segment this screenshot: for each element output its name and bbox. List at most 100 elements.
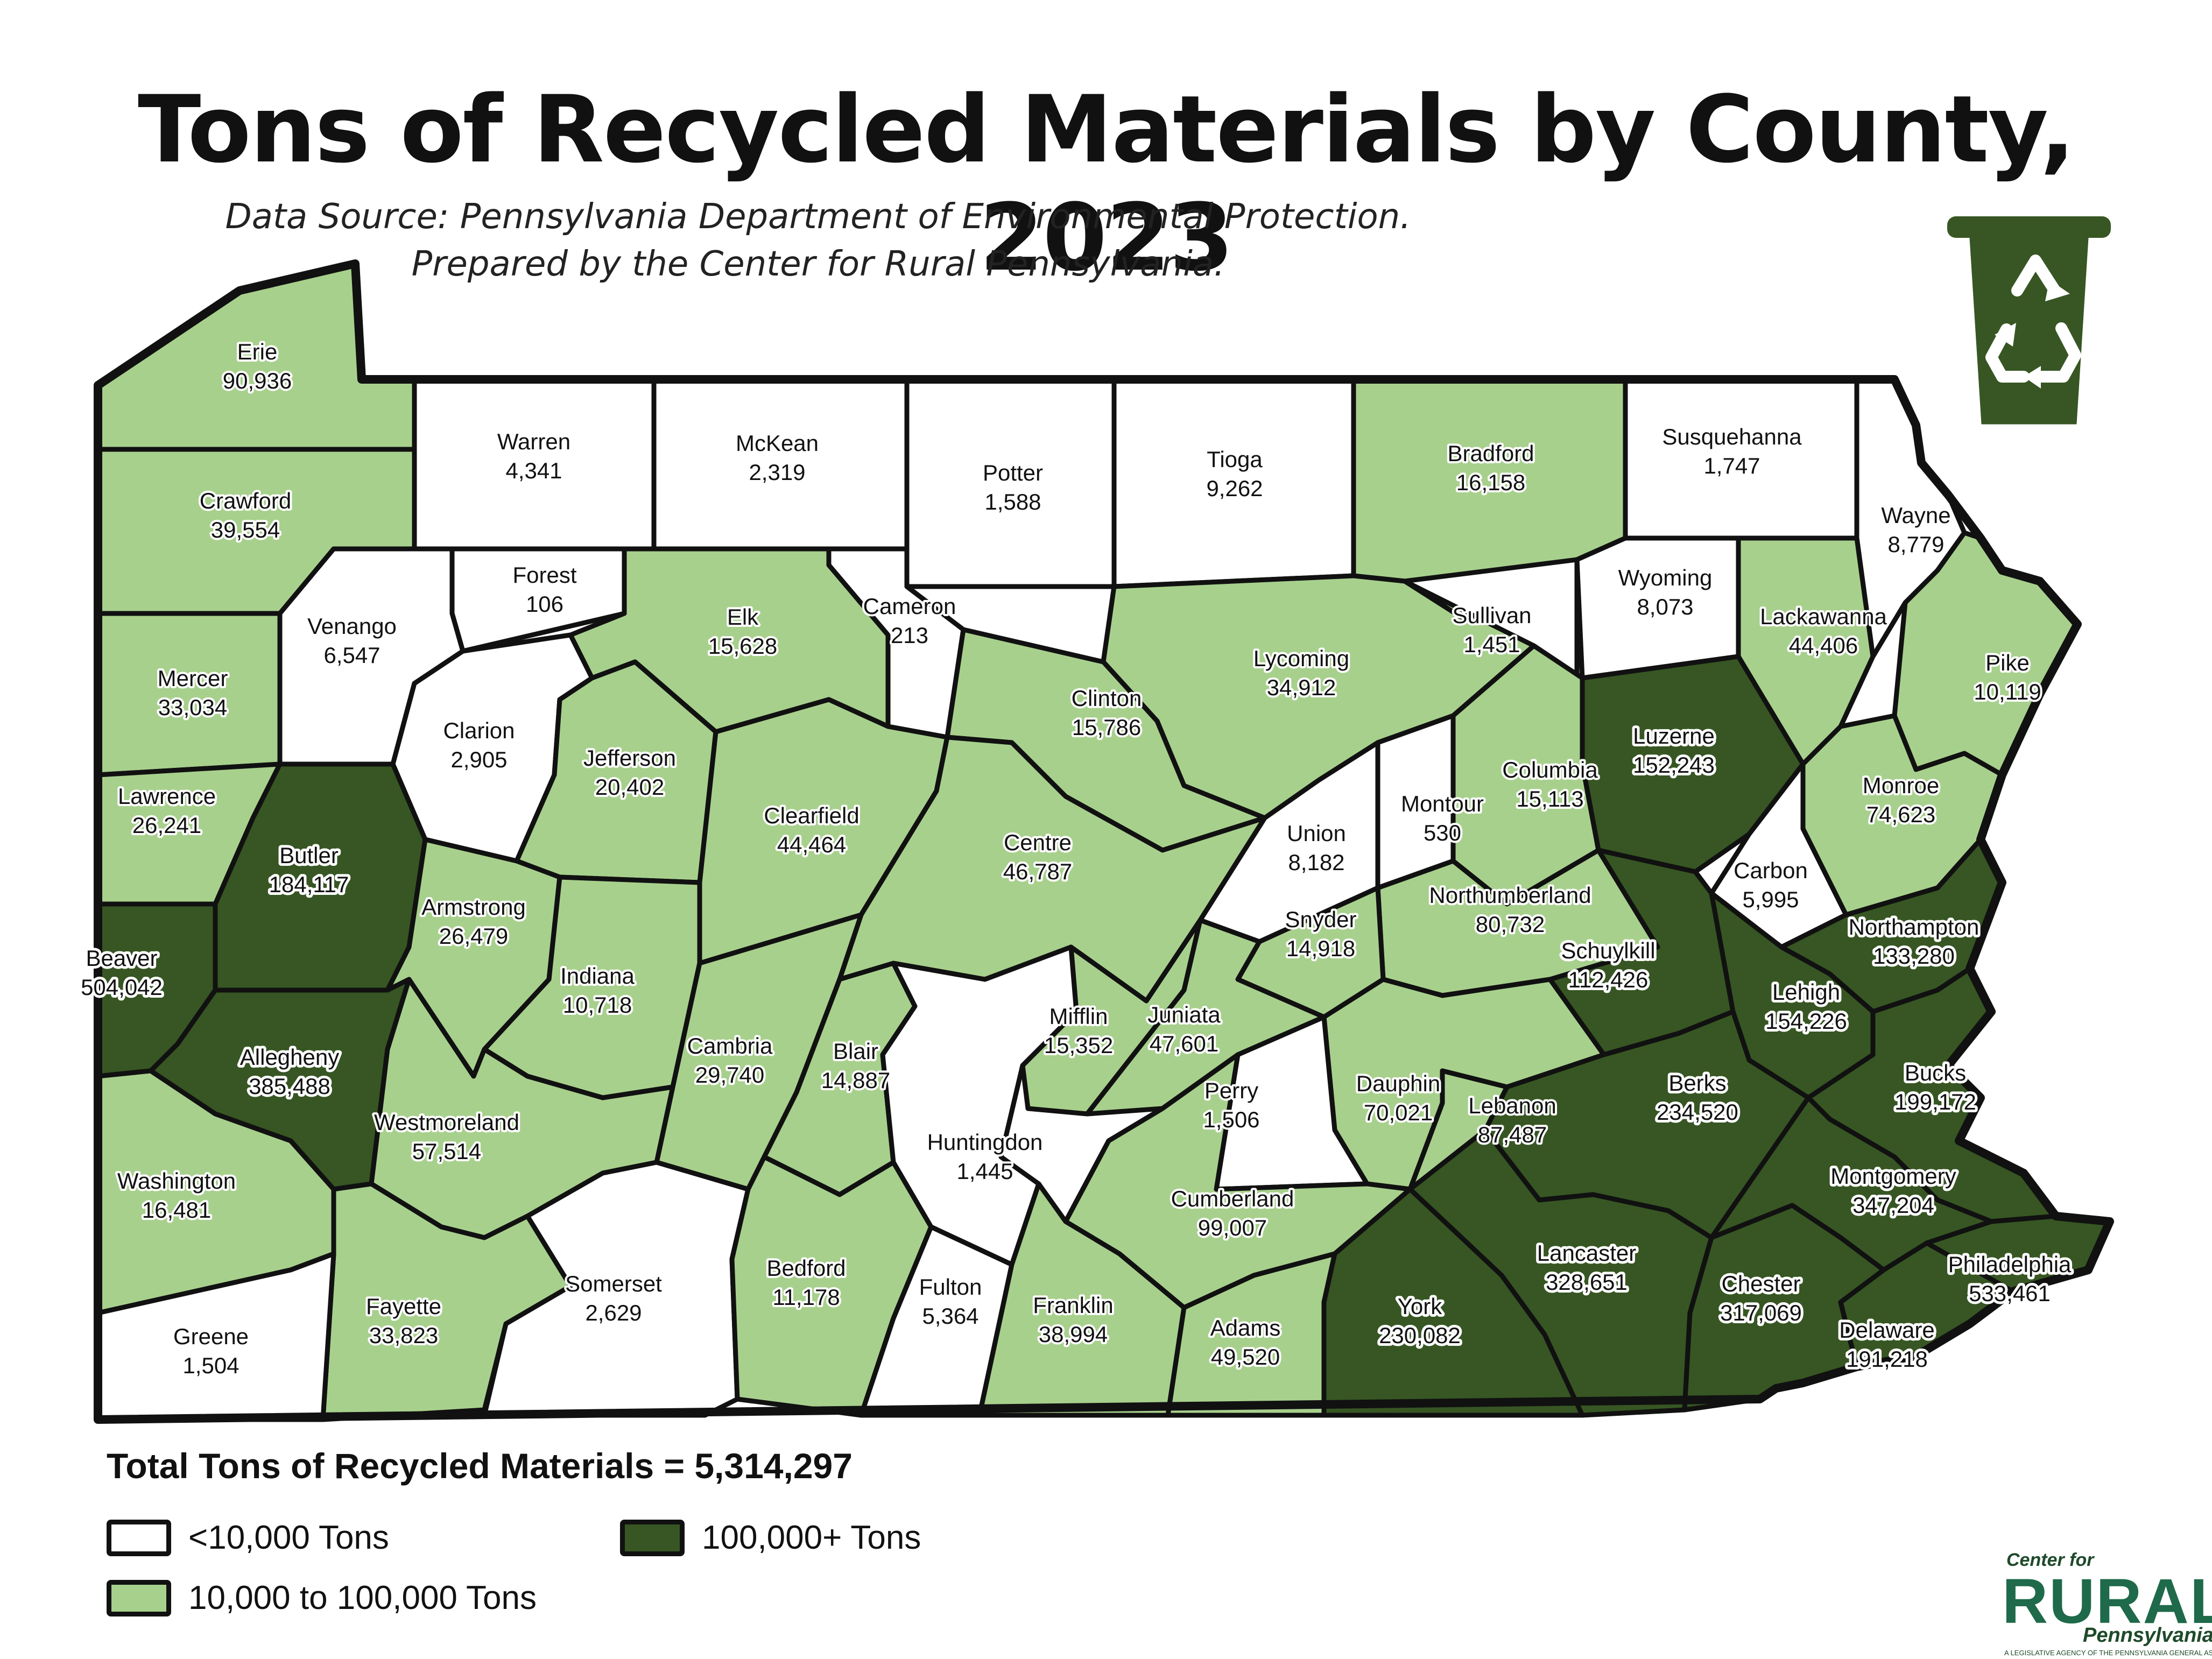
county-value-erie: 90,936 xyxy=(223,368,292,393)
county-value-cambria: 29,740 xyxy=(695,1062,764,1088)
county-name-lehigh: Lehigh xyxy=(1772,979,1840,1005)
county-name-bucks: Bucks xyxy=(1905,1060,1966,1085)
logo-tagline: A LEGISLATIVE AGENCY OF THE PENNSYLVANIA… xyxy=(2004,1649,2212,1657)
legend-swatch-mid xyxy=(107,1579,171,1616)
county-name-york: York xyxy=(1398,1294,1443,1319)
county-value-lehigh: 154,226 xyxy=(1765,1008,1847,1034)
county-value-lycoming: 34,912 xyxy=(1267,675,1336,700)
county-value-cameron: 213 xyxy=(891,623,928,648)
county-name-cumberland: Cumberland xyxy=(1171,1186,1294,1211)
logo-line-2: RURAL xyxy=(2002,1566,2212,1637)
county-value-franklin: 38,994 xyxy=(1039,1322,1108,1347)
county-value-clinton: 15,786 xyxy=(1072,715,1141,740)
county-value-clarion: 2,905 xyxy=(450,747,507,772)
county-name-clearfield: Clearfield xyxy=(764,803,859,828)
county-name-jefferson: Jefferson xyxy=(583,745,676,771)
legend-label-low: <10,000 Tons xyxy=(188,1519,389,1556)
county-value-pike: 10,119 xyxy=(1974,679,2041,704)
county-name-elk: Elk xyxy=(727,604,759,630)
county-value-lackawanna: 44,406 xyxy=(1789,633,1858,658)
county-value-westmoreland: 57,514 xyxy=(412,1139,481,1164)
county-name-union: Union xyxy=(1287,821,1346,846)
county-value-huntingdon: 1,445 xyxy=(956,1159,1013,1184)
county-value-indiana: 10,718 xyxy=(563,992,632,1018)
county-name-mercer: Mercer xyxy=(158,666,228,691)
county-name-pike: Pike xyxy=(1985,650,2030,675)
county-name-schuylkill: Schuylkill xyxy=(1561,938,1655,963)
county-value-adams: 49,520 xyxy=(1211,1344,1280,1369)
county-value-armstrong: 26,479 xyxy=(439,923,508,949)
county-value-bradford: 16,158 xyxy=(1456,470,1525,495)
legend-label-high: 100,000+ Tons xyxy=(702,1519,921,1556)
county-name-allegheny: Allegheny xyxy=(240,1044,339,1070)
county-value-washington: 16,481 xyxy=(142,1197,211,1223)
county-value-mckean: 2,319 xyxy=(749,460,805,485)
county-value-bedford: 11,178 xyxy=(772,1284,840,1310)
county-mercer xyxy=(95,611,283,778)
county-name-forest: Forest xyxy=(512,562,576,588)
county-value-wayne: 8,779 xyxy=(1887,532,1944,557)
county-value-montour: 530 xyxy=(1424,820,1461,845)
county-name-snyder: Snyder xyxy=(1285,907,1356,932)
county-name-blair: Blair xyxy=(833,1039,878,1064)
county-name-lycoming: Lycoming xyxy=(1253,646,1349,671)
county-value-jefferson: 20,402 xyxy=(595,774,664,800)
county-name-crawford: Crawford xyxy=(200,488,291,513)
county-name-huntingdon: Huntingdon xyxy=(927,1129,1043,1155)
county-name-westmoreland: Westmoreland xyxy=(374,1110,519,1135)
county-name-mifflin: Mifflin xyxy=(1049,1004,1108,1029)
county-name-northumberland: Northumberland xyxy=(1429,883,1591,908)
county-name-wyoming: Wyoming xyxy=(1618,565,1713,590)
county-name-montour: Montour xyxy=(1401,791,1484,816)
county-value-fayette: 33,823 xyxy=(369,1323,438,1348)
county-value-butler: 184,117 xyxy=(269,872,349,897)
logo-line-1: Center for xyxy=(2006,1550,2094,1570)
legend-item-mid: 10,000 to 100,000 Tons xyxy=(107,1579,537,1617)
county-name-carbon: Carbon xyxy=(1734,858,1808,883)
county-value-juniata: 47,601 xyxy=(1150,1031,1218,1056)
county-name-lancaster: Lancaster xyxy=(1537,1240,1636,1266)
page-title: Tons of Recycled Materials by County, 20… xyxy=(138,75,2075,292)
county-value-beaver: 504,042 xyxy=(81,975,163,1000)
county-name-adams: Adams xyxy=(1210,1315,1281,1340)
county-regions xyxy=(95,261,2112,1422)
county-name-centre: Centre xyxy=(1004,830,1072,855)
county-name-washington: Washington xyxy=(117,1168,236,1194)
county-value-union: 8,182 xyxy=(1288,850,1344,875)
center-for-rural-pennsylvania-logo: Center for RURAL Pennsylvania A LEGISLAT… xyxy=(2002,1550,2212,1657)
county-value-sullivan: 1,451 xyxy=(1463,632,1520,657)
county-name-greene: Greene xyxy=(173,1324,249,1349)
county-name-lawrence: Lawrence xyxy=(118,783,216,809)
county-name-butler: Butler xyxy=(279,843,339,868)
total-label: Total Tons of Recycled Materials = 5,314… xyxy=(107,1446,853,1486)
county-name-northampton: Northampton xyxy=(1849,914,1979,940)
county-value-forest: 106 xyxy=(526,591,563,617)
county-name-wayne: Wayne xyxy=(1881,503,1950,528)
county-name-venango: Venango xyxy=(307,613,397,639)
county-value-dauphin: 70,021 xyxy=(1364,1100,1433,1125)
legend-swatch-low xyxy=(107,1519,171,1556)
county-name-armstrong: Armstrong xyxy=(421,894,526,920)
county-value-centre: 46,787 xyxy=(1003,859,1072,884)
county-value-mifflin: 15,352 xyxy=(1044,1033,1113,1058)
county-name-potter: Potter xyxy=(983,460,1043,485)
county-name-monroe: Monroe xyxy=(1863,773,1939,798)
county-value-elk: 15,628 xyxy=(708,633,777,659)
county-value-snyder: 14,918 xyxy=(1286,936,1355,961)
county-value-lebanon: 87,487 xyxy=(1478,1122,1547,1147)
county-value-york: 230,082 xyxy=(1379,1323,1461,1348)
county-value-lawrence: 26,241 xyxy=(132,813,201,838)
county-name-chester: Chester xyxy=(1721,1271,1800,1296)
legend-item-low: <10,000 Tons xyxy=(107,1519,389,1557)
county-franklin xyxy=(977,1181,1187,1418)
county-value-clearfield: 44,464 xyxy=(777,832,846,857)
county-name-bradford: Bradford xyxy=(1447,441,1534,466)
county-value-schuylkill: 112,426 xyxy=(1568,967,1649,992)
county-fulton xyxy=(858,1224,1015,1418)
county-name-clinton: Clinton xyxy=(1072,686,1142,711)
county-value-northampton: 133,280 xyxy=(1873,943,1955,969)
county-value-blair: 14,887 xyxy=(821,1068,890,1093)
county-value-crawford: 39,554 xyxy=(211,517,280,542)
county-name-perry: Perry xyxy=(1204,1078,1258,1103)
